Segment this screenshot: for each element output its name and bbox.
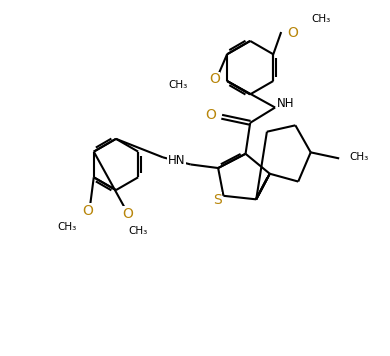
Text: CH₃: CH₃ xyxy=(129,226,148,236)
Text: O: O xyxy=(209,72,220,87)
Text: CH₃: CH₃ xyxy=(312,14,331,24)
Text: CH₃: CH₃ xyxy=(349,152,369,162)
Text: S: S xyxy=(213,193,222,207)
Text: NH: NH xyxy=(277,98,294,110)
Text: O: O xyxy=(122,206,133,221)
Text: O: O xyxy=(287,26,298,40)
Text: O: O xyxy=(82,204,93,218)
Text: CH₃: CH₃ xyxy=(168,80,188,90)
Text: HN: HN xyxy=(168,155,185,167)
Text: CH₃: CH₃ xyxy=(58,222,77,232)
Text: O: O xyxy=(205,108,216,122)
